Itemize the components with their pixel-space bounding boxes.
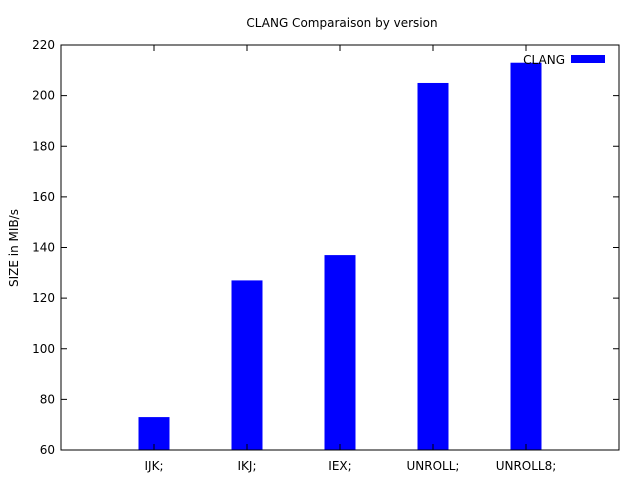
x-tick-label-1: IKJ; [238, 459, 257, 473]
y-tick-label-3: 120 [32, 291, 55, 305]
legend: CLANG [523, 53, 605, 67]
x-tick-label-0: IJK; [145, 459, 164, 473]
legend-swatch [571, 55, 605, 63]
y-tick-label-7: 200 [32, 89, 55, 103]
y-tick-label-0: 60 [40, 443, 55, 457]
chart-title: CLANG Comparaison by version [246, 16, 437, 30]
legend-label: CLANG [523, 53, 565, 67]
x-tick-label-2: IEX; [328, 459, 351, 473]
bar-4 [510, 62, 542, 450]
y-tick-label-8: 220 [32, 38, 55, 52]
y-tick-label-6: 180 [32, 139, 55, 153]
y-tick-label-1: 80 [40, 392, 55, 406]
bars-layer [138, 62, 542, 450]
ticks-layer: 60 80 100 120 140 160 180 200 220 IJK; IKJ; IEX; UNR… [32, 38, 619, 473]
y-tick-label-2: 100 [32, 342, 55, 356]
bar-1 [231, 280, 263, 450]
x-tick-label-4: UNROLL8; [496, 459, 557, 473]
bar-2 [324, 255, 356, 450]
bar-3 [417, 82, 449, 450]
y-tick-label-5: 160 [32, 190, 55, 204]
y-tick-label-4: 140 [32, 241, 55, 255]
y-axis-label: SIZE in MIB/s [7, 209, 21, 287]
x-tick-label-3: UNROLL; [407, 459, 460, 473]
plot-frame [60, 44, 620, 451]
